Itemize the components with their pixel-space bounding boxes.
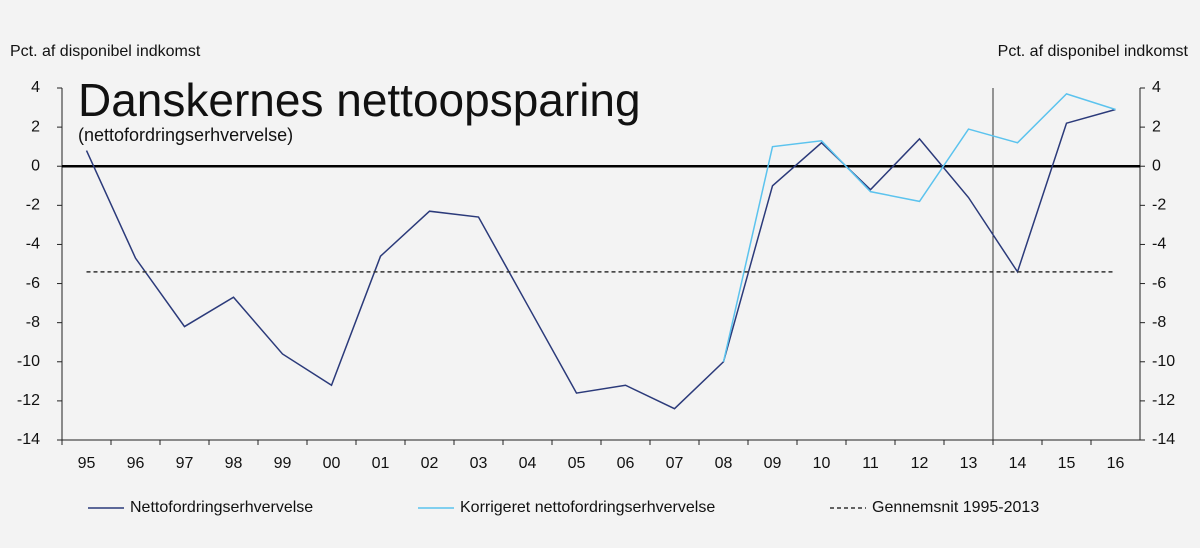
x-tick-label: 97 [176, 455, 194, 472]
x-tick-label: 98 [225, 455, 243, 472]
x-tick-label: 08 [715, 455, 733, 472]
chart-subtitle: (nettofordringserhvervelse) [78, 125, 293, 145]
chart-title: Danskernes nettoopsparing [78, 74, 641, 126]
x-tick-label: 95 [78, 455, 96, 472]
x-tick-label: 16 [1107, 455, 1125, 472]
y-axis-label: Pct. af disponibel indkomst [10, 43, 201, 60]
y-tick-label: -14 [17, 431, 40, 448]
y2-axis-label: Pct. af disponibel indkomst [998, 43, 1189, 60]
y2-tick-label: -6 [1152, 275, 1166, 292]
x-tick-label: 96 [127, 455, 145, 472]
legend-label: Nettofordringserhvervelse [130, 499, 313, 516]
x-tick-label: 02 [421, 455, 439, 472]
legend-label: Korrigeret nettofordringserhvervelse [460, 499, 715, 516]
legend-label: Gennemsnit 1995-2013 [872, 499, 1039, 516]
x-tick-label: 99 [274, 455, 292, 472]
x-tick-label: 09 [764, 455, 782, 472]
y-tick-label: -12 [17, 392, 40, 409]
x-tick-label: 11 [862, 455, 879, 472]
y2-tick-label: 2 [1152, 118, 1161, 135]
y-tick-label: -2 [26, 197, 40, 214]
y-tick-label: -10 [17, 353, 40, 370]
y2-tick-label: -4 [1152, 236, 1166, 253]
y-tick-label: -6 [26, 275, 40, 292]
y2-tick-label: -10 [1152, 353, 1175, 370]
x-tick-label: 07 [666, 455, 684, 472]
series-line [722, 93, 1116, 362]
x-tick-label: 04 [519, 455, 537, 472]
x-tick-label: 05 [568, 455, 586, 472]
x-tick-label: 12 [911, 455, 929, 472]
x-tick-label: 03 [470, 455, 488, 472]
x-tick-label: 14 [1009, 455, 1027, 472]
y2-tick-label: 0 [1152, 157, 1161, 174]
x-tick-label: 06 [617, 455, 635, 472]
y2-tick-label: -8 [1152, 314, 1166, 331]
x-tick-label: 10 [813, 455, 831, 472]
x-tick-label: 13 [960, 455, 978, 472]
x-tick-label: 15 [1058, 455, 1076, 472]
y2-tick-label: -2 [1152, 197, 1166, 214]
series-line [85, 108, 1116, 410]
y2-tick-label: 4 [1152, 79, 1161, 96]
y-tick-label: 2 [31, 118, 40, 135]
y-tick-label: -4 [26, 236, 40, 253]
x-tick-label: 01 [372, 455, 390, 472]
y-tick-label: -8 [26, 314, 40, 331]
y-tick-label: 0 [31, 157, 40, 174]
y2-tick-label: -12 [1152, 392, 1175, 409]
x-tick-label: 00 [323, 455, 341, 472]
y-tick-label: 4 [31, 79, 40, 96]
y2-tick-label: -14 [1152, 431, 1175, 448]
